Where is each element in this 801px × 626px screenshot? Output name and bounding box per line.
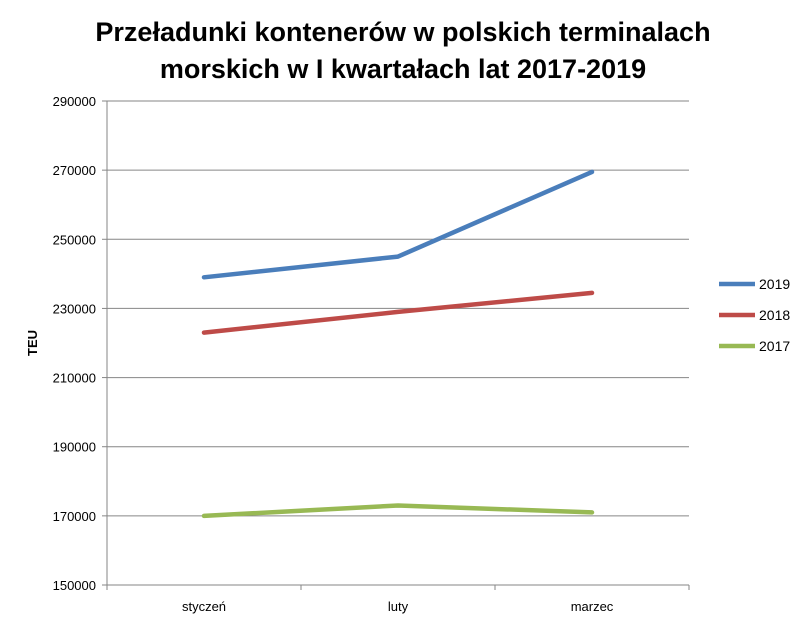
axes	[106, 101, 689, 586]
series-line-2017	[201, 503, 595, 519]
y-tick-label-290000: 290000	[53, 94, 96, 109]
x-axis-ticks: styczeń luty marzec	[106, 585, 690, 614]
legend-label-2018: 2018	[759, 307, 790, 323]
gridlines	[107, 100, 689, 517]
x-tick-label-marzec: marzec	[571, 599, 614, 614]
y-tick-label-170000: 170000	[53, 509, 96, 524]
legend-label-2017: 2017	[759, 338, 790, 354]
y-axis-ticks: 150000 170000 190000 210000 230000 250000 2700…	[53, 94, 107, 593]
y-tick-label-250000: 250000	[53, 232, 96, 247]
x-tick-label-luty: luty	[388, 599, 409, 614]
series-line-2018	[201, 290, 595, 335]
series-lines	[201, 169, 595, 519]
y-tick-label-210000: 210000	[53, 371, 96, 386]
x-tick-label-styczeń: styczeń	[182, 599, 226, 614]
chart-title-line-1: Przeładunki kontenerów w polskich termin…	[95, 17, 710, 47]
chart-title-line-2: morskich w I kwartałach lat 2017-2019	[160, 54, 646, 84]
y-tick-label-230000: 230000	[53, 301, 96, 316]
y-tick-label-190000: 190000	[53, 440, 96, 455]
chart-title: Przeładunki kontenerów w polskich termin…	[95, 17, 710, 84]
y-tick-label-270000: 270000	[53, 163, 96, 178]
y-axis-title: TEU	[25, 330, 40, 356]
legend-label-2019: 2019	[759, 276, 790, 292]
series-line-2019	[201, 169, 595, 280]
y-tick-label-150000: 150000	[53, 578, 96, 593]
legend: 2019 2018 2017	[719, 276, 790, 354]
